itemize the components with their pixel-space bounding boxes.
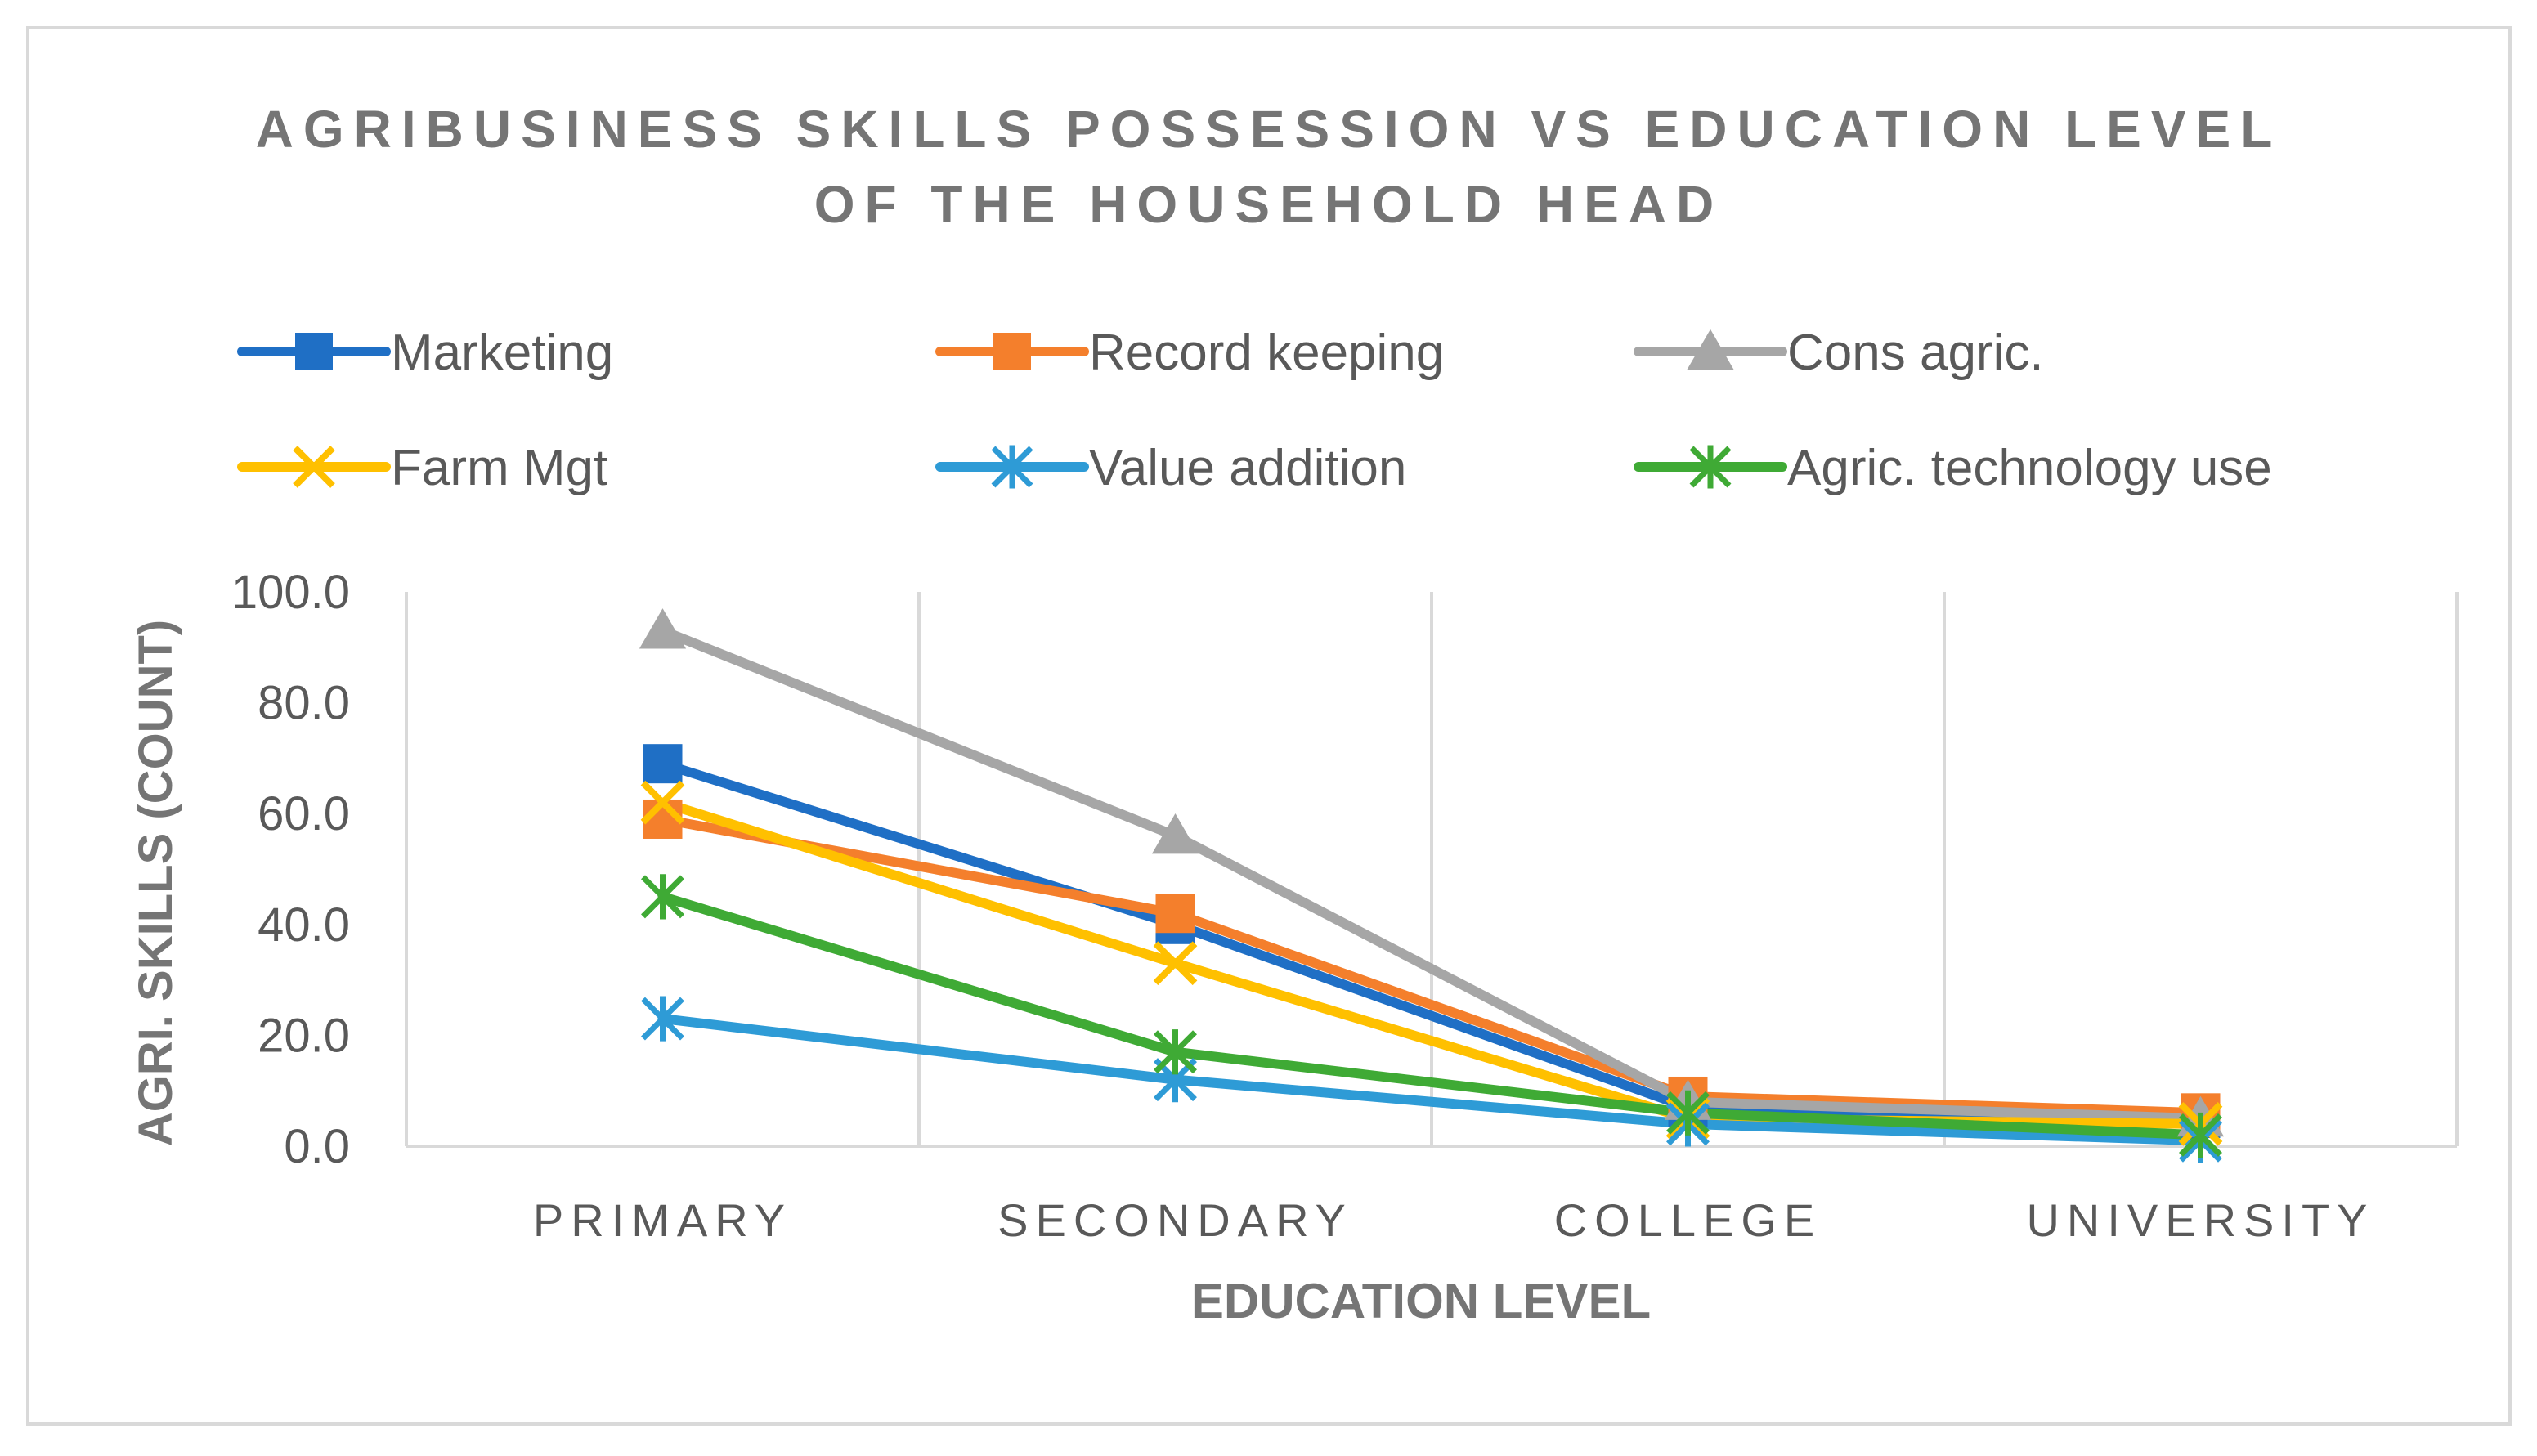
legend-swatch-marker <box>1689 445 1732 489</box>
data-point <box>640 780 685 825</box>
x-axis-tick-labels: PRIMARY SECONDARY COLLEGE UNIVERSITY <box>533 1194 2374 1246</box>
series-line <box>657 891 2206 1140</box>
data-point <box>643 744 683 784</box>
legend-label: Record keeping <box>1089 325 1444 381</box>
data-point <box>1153 941 1198 986</box>
legend: Marketing Record keeping Cons agric. Farm M… <box>237 325 2272 496</box>
chart-title-line-2: OF THE HOUSEHOLD HEAD <box>814 175 1723 234</box>
series-line <box>657 813 2206 1118</box>
legend-swatch-marker <box>295 333 333 370</box>
data-point <box>641 874 684 920</box>
y-tick-label: 0.0 <box>284 1120 350 1173</box>
data-point <box>639 608 687 649</box>
data-point <box>1151 813 1199 854</box>
data-point <box>2179 1112 2222 1158</box>
legend-item: Marketing <box>237 325 613 381</box>
legend-label: Agric. technology use <box>1787 440 2272 496</box>
y-tick-label: 40.0 <box>258 898 350 952</box>
x-tick-label: COLLEGE <box>1554 1194 1822 1246</box>
y-tick-label: 20.0 <box>258 1009 350 1062</box>
chart-frame <box>26 26 2512 1426</box>
x-tick-label: SECONDARY <box>997 1194 1353 1246</box>
legend-item: Cons agric. <box>1634 325 2044 381</box>
legend-swatch-marker <box>993 333 1031 370</box>
legend-swatch-marker <box>991 445 1033 489</box>
legend-label: Marketing <box>391 325 613 381</box>
data-point <box>641 996 684 1042</box>
legend-label: Value addition <box>1089 440 1406 496</box>
legend-item: Farm Mgt <box>237 440 607 496</box>
series-lines <box>657 625 2206 1146</box>
data-point <box>1155 894 1195 934</box>
series-line <box>657 1014 2206 1146</box>
series-markers <box>639 608 2225 1163</box>
legend-swatch-marker <box>293 446 335 488</box>
x-tick-label: UNIVERSITY <box>2026 1194 2374 1246</box>
legend-label: Farm Mgt <box>391 440 607 496</box>
data-point <box>1666 1090 1710 1136</box>
chart-title-line-1: AGRIBUSINESS SKILLS POSSESSION VS EDUCAT… <box>256 100 2283 159</box>
y-tick-label: 80.0 <box>258 677 350 730</box>
legend-item: Agric. technology use <box>1634 440 2272 496</box>
legend-item: Value addition <box>935 440 1406 496</box>
legend-label: Cons agric. <box>1787 325 2044 381</box>
y-axis-tick-labels: 0.0 20.0 40.0 60.0 80.0 100.0 <box>231 566 350 1173</box>
x-tick-label: PRIMARY <box>533 1194 792 1246</box>
legend-item: Record keeping <box>935 325 1444 381</box>
y-tick-label: 60.0 <box>258 787 350 840</box>
x-axis-title: EDUCATION LEVEL <box>1191 1274 1651 1328</box>
data-point <box>1154 1029 1197 1075</box>
y-axis-title: AGRI. SKILLS (COUNT) <box>129 620 182 1146</box>
series-line <box>657 625 2206 1124</box>
y-tick-label: 100.0 <box>231 566 350 619</box>
legend-swatch-marker <box>1687 329 1734 370</box>
